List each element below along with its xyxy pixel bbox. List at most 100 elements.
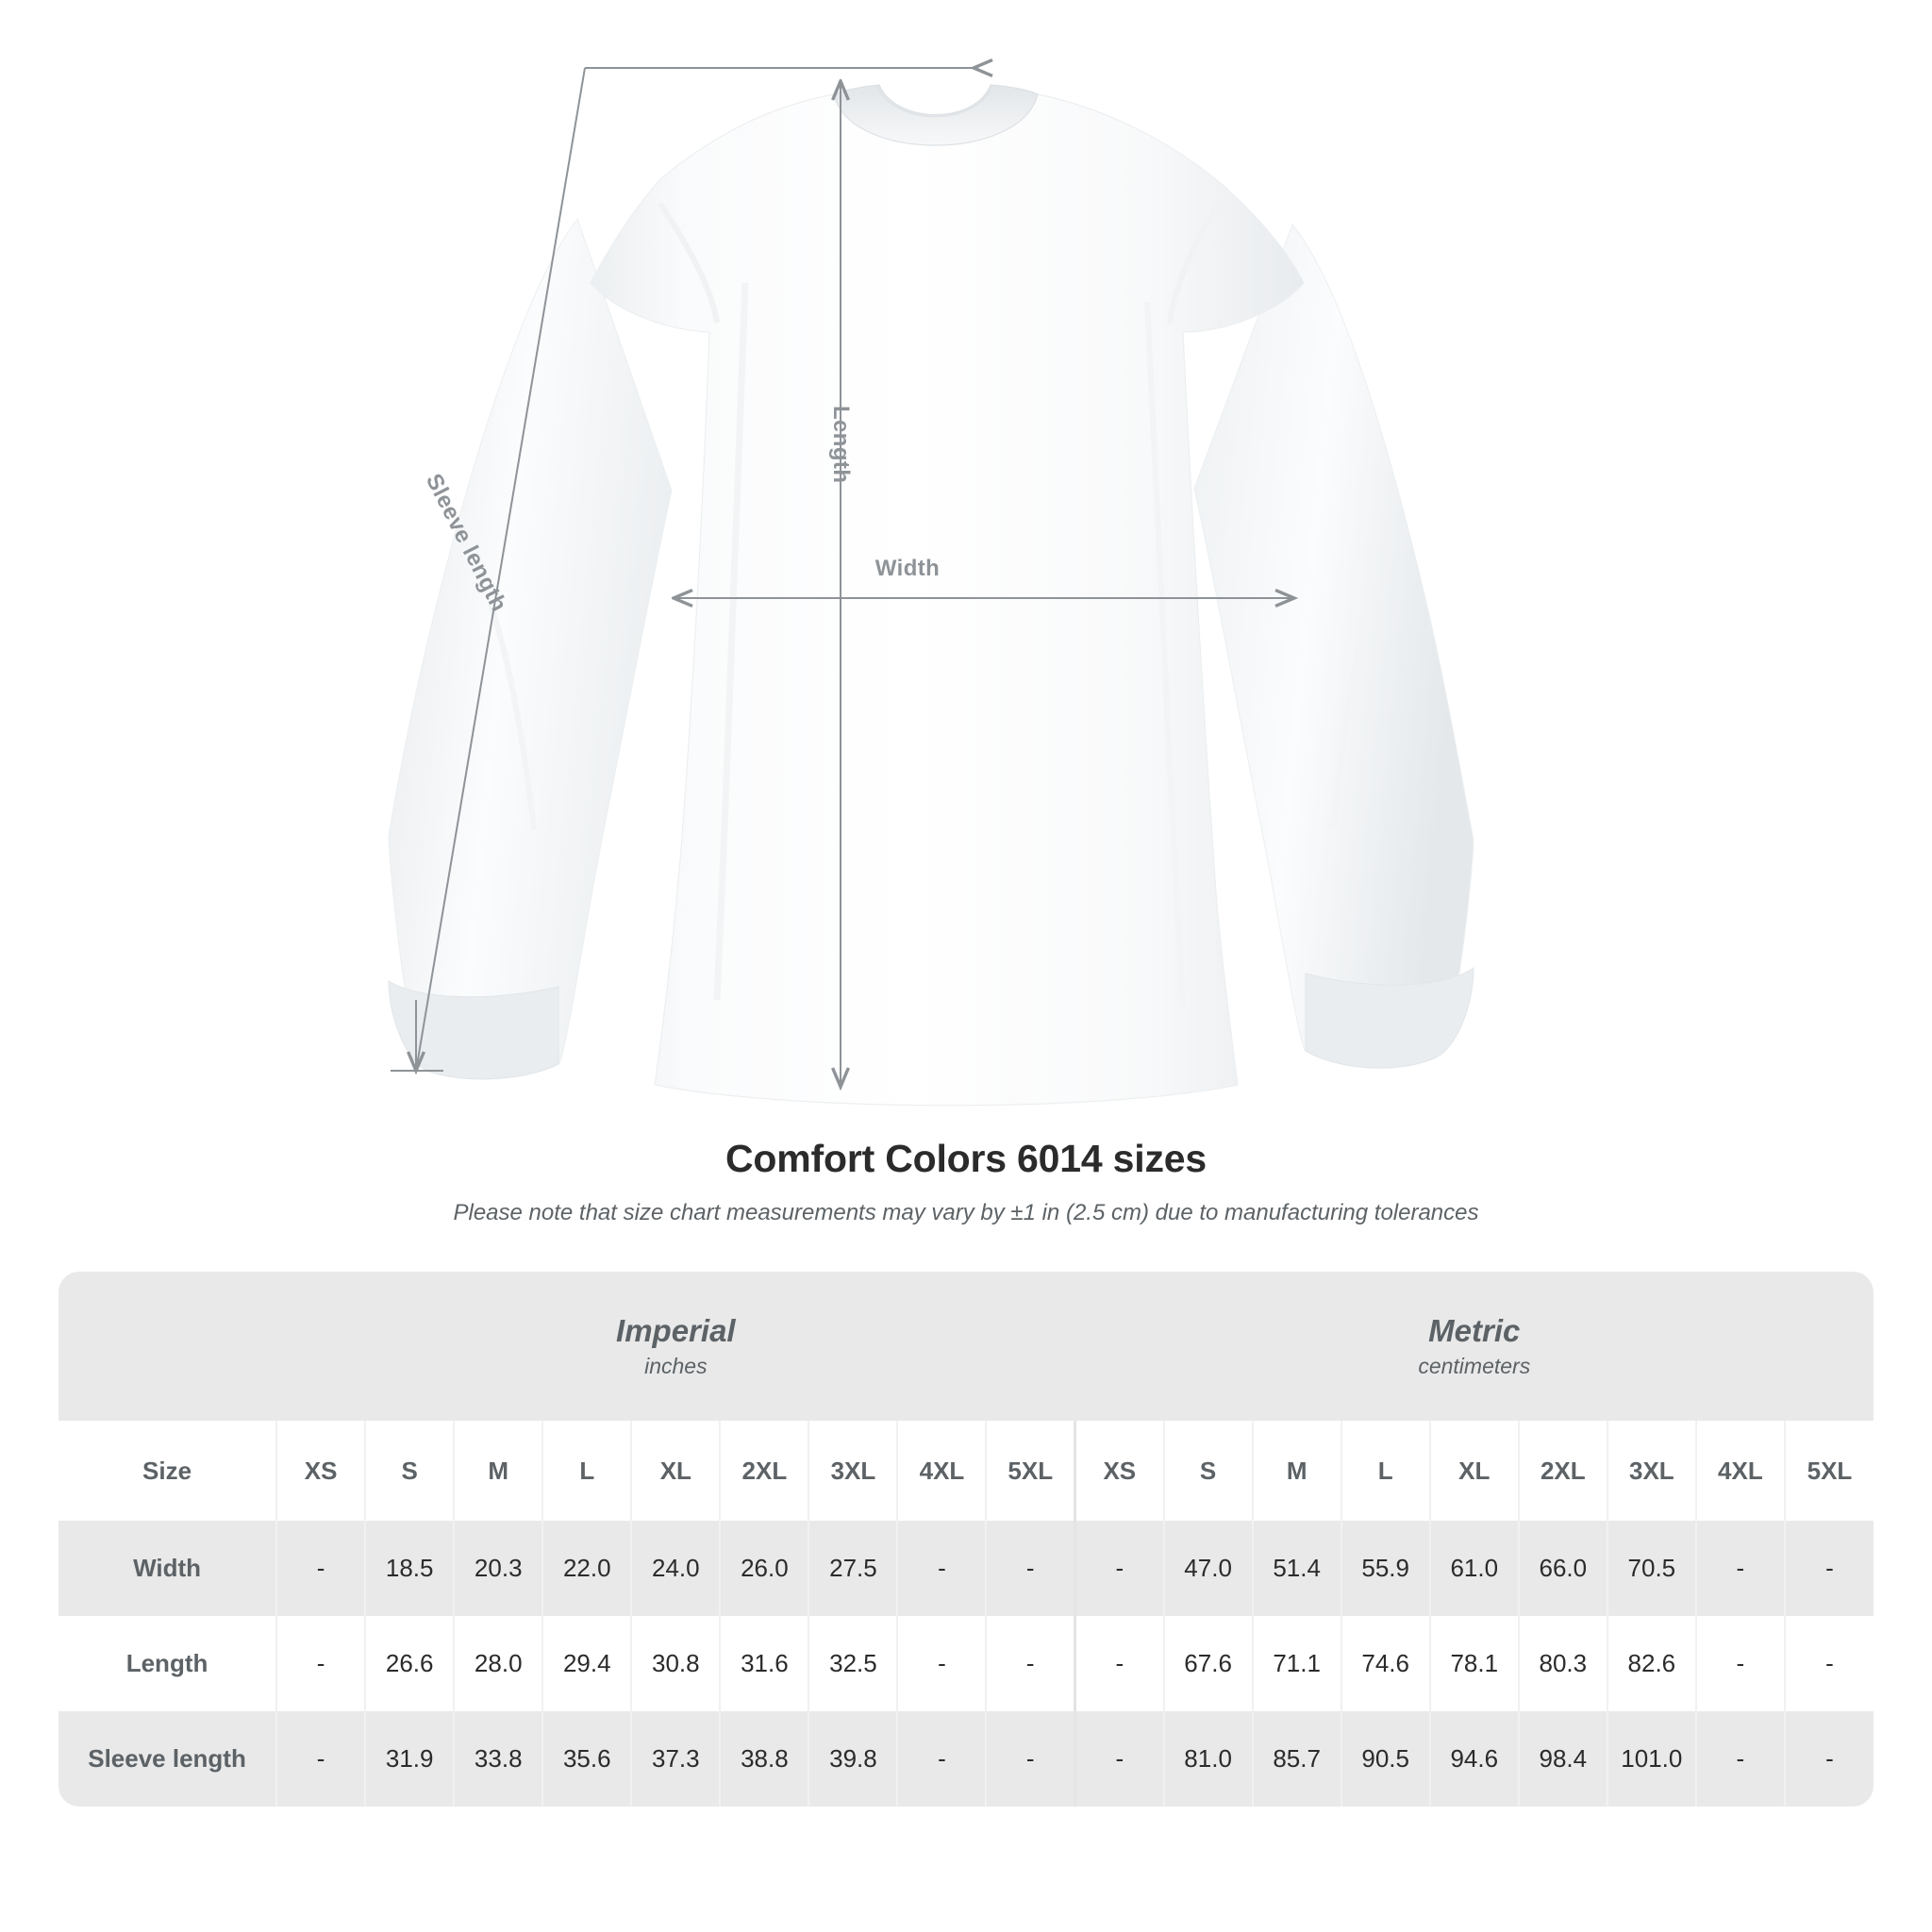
size-table: Imperial inches Metric centimeters Size … <box>58 1272 1874 1807</box>
unit-group-metric: Metric centimeters <box>1074 1272 1874 1421</box>
size-header-row: Size XS S M L XL 2XL 3XL 4XL 5XL XS S M … <box>58 1421 1874 1521</box>
right-sleeve <box>1193 224 1474 1069</box>
cell-sleeve-metric-2xl: 98.4 <box>1517 1711 1607 1807</box>
cell-length-metric-xl: 78.1 <box>1428 1616 1519 1711</box>
left-sleeve <box>388 217 673 1080</box>
row-label-sleeve-length: Sleeve length <box>58 1711 277 1807</box>
size-col-imperial-4xl: 4XL <box>896 1421 987 1521</box>
right-cuff <box>1305 967 1474 1069</box>
cell-width-imperial-xs: - <box>275 1521 366 1616</box>
size-col-metric-4xl: 4XL <box>1694 1421 1785 1521</box>
cell-length-imperial-m: 28.0 <box>453 1616 543 1711</box>
fold-shoulder-right <box>1167 204 1220 325</box>
cell-sleeve-imperial-2xl: 38.8 <box>719 1711 809 1807</box>
cell-sleeve-metric-s: 81.0 <box>1162 1711 1253 1807</box>
cell-width-metric-4xl: - <box>1694 1521 1785 1616</box>
size-col-metric-xs: XS <box>1074 1421 1164 1521</box>
cell-length-imperial-4xl: - <box>896 1616 987 1711</box>
shirt-drawing <box>388 0 1474 1107</box>
cell-length-imperial-s: 26.6 <box>364 1616 455 1711</box>
cell-length-metric-l: 74.6 <box>1340 1616 1430 1711</box>
cell-sleeve-metric-5xl: - <box>1783 1711 1874 1807</box>
cell-width-metric-s: 47.0 <box>1162 1521 1253 1616</box>
unit-group-metric-name: Metric <box>1428 1312 1521 1348</box>
unit-group-imperial-sub: inches <box>644 1354 708 1379</box>
cell-length-metric-m: 71.1 <box>1251 1616 1341 1711</box>
row-label-width: Width <box>58 1521 277 1616</box>
cell-width-metric-5xl: - <box>1783 1521 1874 1616</box>
cell-width-imperial-l: 22.0 <box>541 1521 632 1616</box>
cell-sleeve-metric-xl: 94.6 <box>1428 1711 1519 1807</box>
size-col-imperial-xl: XL <box>630 1421 721 1521</box>
cell-sleeve-metric-m: 85.7 <box>1251 1711 1341 1807</box>
size-header-label: Size <box>58 1421 277 1521</box>
cell-length-metric-3xl: 82.6 <box>1606 1616 1696 1711</box>
cell-width-imperial-4xl: - <box>896 1521 987 1616</box>
cell-width-metric-xl: 61.0 <box>1428 1521 1519 1616</box>
cell-sleeve-imperial-xs: - <box>275 1711 366 1807</box>
measurement-guides <box>391 68 1294 1087</box>
fold-left <box>713 282 749 1001</box>
unit-group-imperial-name: Imperial <box>616 1312 736 1348</box>
unit-group-imperial: Imperial inches <box>276 1272 1075 1421</box>
cell-width-metric-l: 55.9 <box>1340 1521 1430 1616</box>
table-row-sleeve-length: Sleeve length - 31.9 33.8 35.6 37.3 38.8… <box>58 1711 1874 1807</box>
size-col-imperial-m: M <box>453 1421 543 1521</box>
fold-sleeve-left <box>488 603 537 831</box>
cell-sleeve-imperial-l: 35.6 <box>541 1711 632 1807</box>
table-row-length: Length - 26.6 28.0 29.4 30.8 31.6 32.5 -… <box>58 1616 1874 1711</box>
cell-sleeve-metric-4xl: - <box>1694 1711 1785 1807</box>
fold-right <box>1144 301 1186 1010</box>
width-dimension-label: Width <box>874 556 941 581</box>
size-col-imperial-3xl: 3XL <box>808 1421 898 1521</box>
cell-sleeve-imperial-4xl: - <box>896 1711 987 1807</box>
cell-length-imperial-5xl: - <box>985 1616 1075 1711</box>
unit-group-header-row: Imperial inches Metric centimeters <box>58 1272 1874 1421</box>
cell-length-imperial-xl: 30.8 <box>630 1616 721 1711</box>
cell-sleeve-imperial-xl: 37.3 <box>630 1711 721 1807</box>
size-col-imperial-xs: XS <box>275 1421 366 1521</box>
unit-group-metric-sub: centimeters <box>1418 1354 1531 1379</box>
fold-sleeve-right <box>1331 593 1373 827</box>
cell-sleeve-imperial-m: 33.8 <box>453 1711 543 1807</box>
table-corner-cell <box>58 1272 277 1421</box>
cell-width-metric-2xl: 66.0 <box>1517 1521 1607 1616</box>
fold-shoulder-left <box>658 202 720 324</box>
size-col-imperial-s: S <box>364 1421 455 1521</box>
size-col-metric-s: S <box>1162 1421 1253 1521</box>
page-subtitle: Please note that size chart measurements… <box>453 1200 1479 1225</box>
size-col-metric-m: M <box>1251 1421 1341 1521</box>
cell-width-metric-3xl: 70.5 <box>1606 1521 1696 1616</box>
cell-width-imperial-3xl: 27.5 <box>808 1521 898 1616</box>
cell-length-imperial-l: 29.4 <box>541 1616 632 1711</box>
size-col-imperial-2xl: 2XL <box>719 1421 809 1521</box>
cell-length-imperial-2xl: 31.6 <box>719 1616 809 1711</box>
cell-length-metric-s: 67.6 <box>1162 1616 1253 1711</box>
cell-length-metric-2xl: 80.3 <box>1517 1616 1607 1711</box>
table-row-width: Width - 18.5 20.3 22.0 24.0 26.0 27.5 - … <box>58 1521 1874 1616</box>
cell-length-metric-4xl: - <box>1694 1616 1785 1711</box>
size-col-metric-3xl: 3XL <box>1606 1421 1696 1521</box>
cell-width-imperial-2xl: 26.0 <box>719 1521 809 1616</box>
cell-width-metric-xs: - <box>1074 1521 1164 1616</box>
cell-width-imperial-xl: 24.0 <box>630 1521 721 1616</box>
size-col-imperial-l: L <box>541 1421 632 1521</box>
size-col-metric-xl: XL <box>1428 1421 1519 1521</box>
cell-sleeve-metric-xs: - <box>1074 1711 1164 1807</box>
sleeve-dimension-line <box>415 67 586 1072</box>
size-col-metric-2xl: 2XL <box>1517 1421 1607 1521</box>
size-col-metric-5xl: 5XL <box>1783 1421 1874 1521</box>
cell-width-metric-m: 51.4 <box>1251 1521 1341 1616</box>
cell-width-imperial-s: 18.5 <box>364 1521 455 1616</box>
cell-sleeve-imperial-s: 31.9 <box>364 1711 455 1807</box>
cell-sleeve-imperial-5xl: - <box>985 1711 1075 1807</box>
title-block: Comfort Colors 6014 sizes Please note th… <box>0 1137 1932 1226</box>
length-dimension-label: Length <box>828 406 854 484</box>
cell-width-imperial-5xl: - <box>985 1521 1075 1616</box>
cell-width-imperial-m: 20.3 <box>453 1521 543 1616</box>
cell-sleeve-imperial-3xl: 39.8 <box>808 1711 898 1807</box>
garment-illustration: Width Length Sleeve length <box>388 0 1474 1107</box>
neckline <box>876 84 993 118</box>
cell-length-metric-xs: - <box>1074 1616 1164 1711</box>
